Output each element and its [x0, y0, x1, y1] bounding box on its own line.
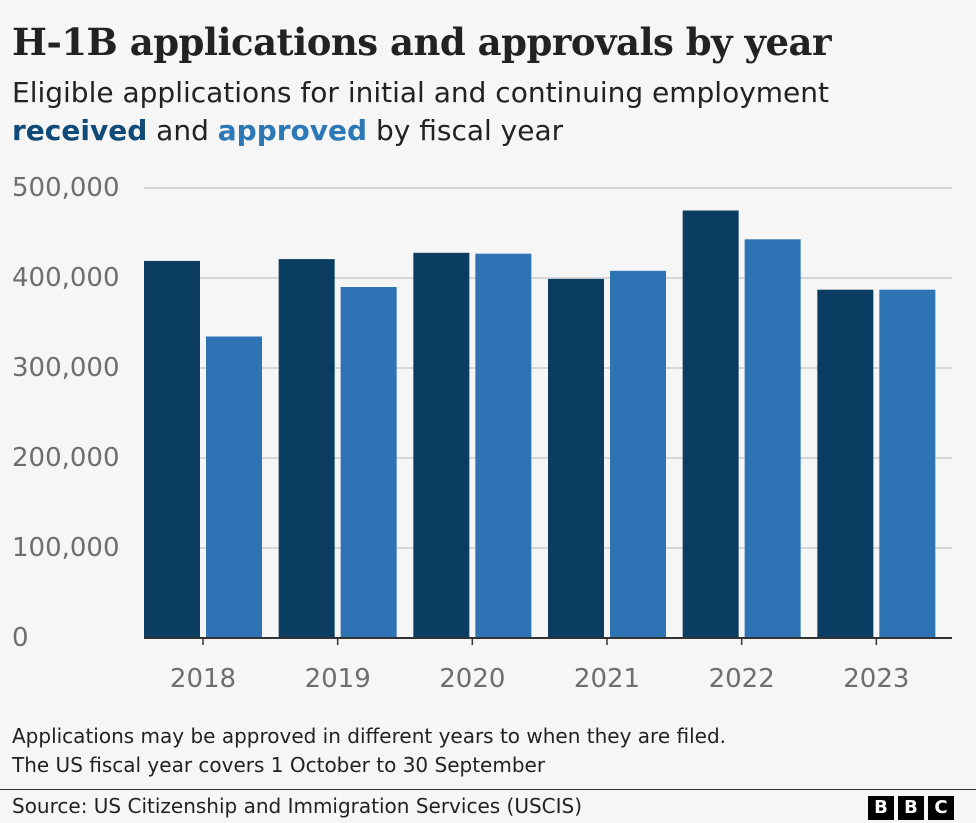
y-tick-label: 0 — [12, 623, 29, 653]
chart-title: H-1B applications and approvals by year — [12, 20, 832, 64]
legend-approved: approved — [217, 114, 368, 147]
legend-received: received — [12, 114, 148, 147]
chart-notes: Applications may be approved in differen… — [12, 722, 726, 780]
y-tick-label: 500,000 — [12, 173, 120, 203]
x-tick-label: 2020 — [439, 664, 505, 694]
bar-chart: 0 100,000 200,000 300,000 400,000 500,000 2018… — [12, 173, 952, 694]
bar-approved — [475, 253, 532, 638]
bar-received — [144, 260, 200, 638]
note-line-1: Applications may be approved in differen… — [12, 724, 726, 748]
y-tick-label: 400,000 — [12, 263, 120, 293]
subtitle-tail: by fiscal year — [367, 114, 564, 147]
x-tick-label: 2018 — [170, 664, 236, 694]
bar-received — [278, 259, 335, 638]
bar-received — [548, 278, 604, 638]
note-line-2: The US fiscal year covers 1 October to 3… — [12, 753, 546, 777]
subtitle-line-2: received and approved by fiscal year — [12, 112, 829, 150]
bbc-logo: B B C — [868, 796, 954, 820]
x-tick-label: 2023 — [843, 664, 909, 694]
chart-subtitle: Eligible applications for initial and co… — [12, 74, 829, 150]
x-tick-label: 2021 — [574, 664, 640, 694]
footer-divider — [0, 789, 976, 790]
bar-approved — [879, 289, 936, 638]
source-text: Source: US Citizenship and Immigration S… — [12, 794, 583, 818]
bar-received — [682, 210, 739, 638]
bbc-logo-letter: B — [868, 796, 894, 820]
bbc-logo-letter: C — [928, 796, 954, 820]
bar-received — [413, 252, 470, 639]
y-tick-label: 200,000 — [12, 443, 120, 473]
bar-approved — [610, 270, 666, 638]
bar-approved — [744, 239, 801, 639]
x-tick-label: 2019 — [305, 664, 371, 694]
bar-approved — [340, 287, 397, 638]
bar-received — [817, 289, 874, 638]
y-tick-label: 100,000 — [12, 533, 120, 563]
x-tick-label: 2022 — [709, 664, 775, 694]
y-tick-label: 300,000 — [12, 353, 120, 383]
bar-approved — [206, 336, 262, 638]
subtitle-and: and — [147, 114, 218, 147]
subtitle-line-1: Eligible applications for initial and co… — [12, 76, 830, 109]
bbc-logo-letter: B — [898, 796, 924, 820]
